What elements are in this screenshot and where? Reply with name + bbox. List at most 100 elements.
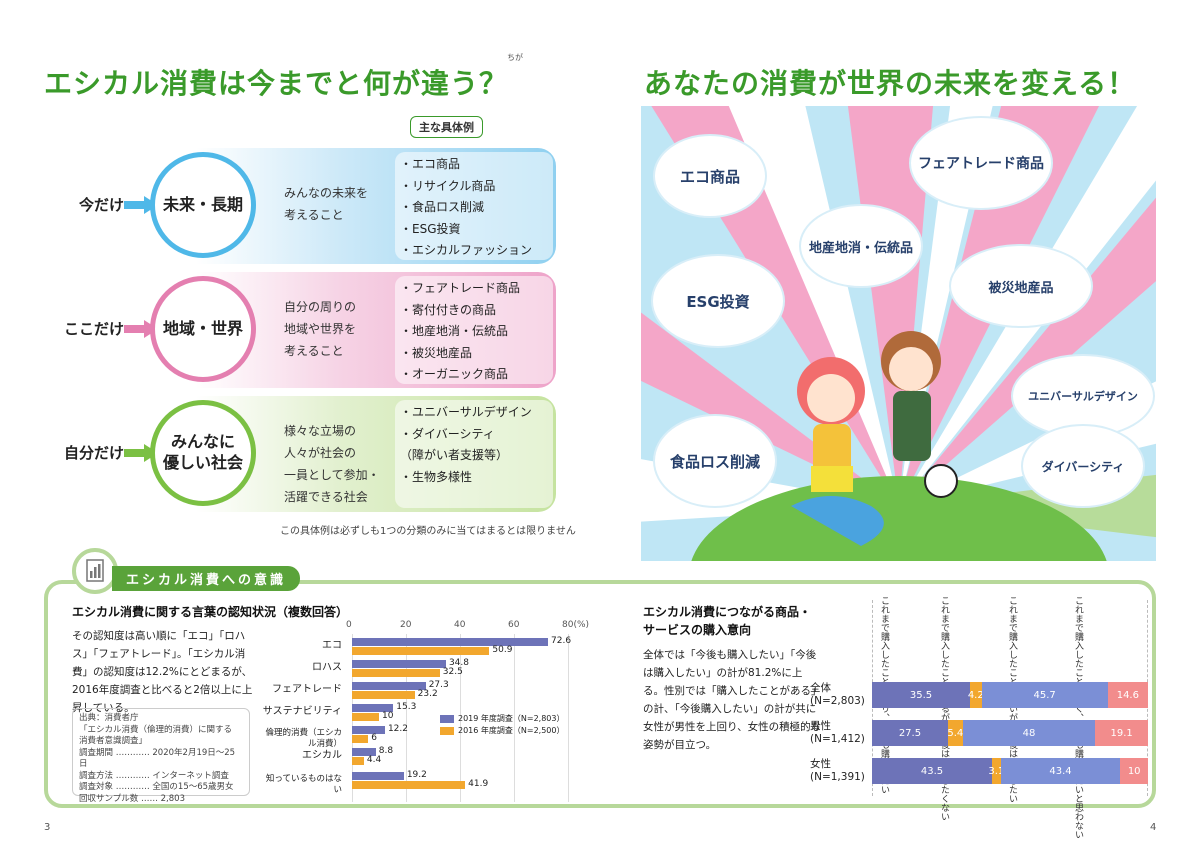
bar-2016 <box>352 713 379 721</box>
row-left-label: 自分だけ <box>63 444 124 462</box>
row-description: 自分の周りの 地域や世界を 考えること <box>284 300 357 358</box>
legend-label: 2019 年度調査（N=2,803） <box>458 714 565 723</box>
gridline <box>406 634 407 802</box>
gridline <box>460 634 461 802</box>
bar-2016 <box>352 691 415 699</box>
stacked-segment: 43.4 <box>1000 758 1121 784</box>
stacked-segment: 35.5 <box>872 682 970 708</box>
example-item: ・ダイバーシティ <box>400 426 495 441</box>
example-item: ・フェアトレード商品 <box>400 281 521 295</box>
category-label: フェアトレード <box>272 684 342 695</box>
bar-2019 <box>352 726 385 734</box>
purchase-intent-chart: これまで購入したことがあり、今後も購入したいこれまで購入したことはあるが、今後は… <box>810 596 1150 839</box>
stacked-segment: 3.1 <box>988 758 1004 784</box>
bar-value: 27.3 <box>428 680 449 690</box>
stacked-segment: 19.1 <box>1095 720 1148 746</box>
legend-swatch <box>440 715 454 723</box>
category-label: エシカル <box>302 750 342 761</box>
page-number-right: 4 <box>1150 822 1157 833</box>
example-item: ・エシカルファッション <box>400 243 533 257</box>
bar-value: 6 <box>371 733 377 743</box>
row-examples: ・エコ商品 ・リサイクル商品 ・食品ロス削減 ・ESG投資 ・エシカルファッション <box>400 154 532 262</box>
category-label: サステナビリティ <box>262 706 342 717</box>
chart1-title: エシカル消費に関する言葉の認知状況（複数回答） <box>72 605 349 619</box>
category-label: エコ <box>322 640 342 651</box>
stacked-segment: 10 <box>1120 758 1148 784</box>
bar-2016 <box>352 735 369 743</box>
examples-box <box>395 400 553 508</box>
example-item: ・エコ商品 <box>400 157 461 171</box>
bar-value: 34.8 <box>448 658 469 668</box>
example-item: ・オーガニック商品 <box>400 367 509 381</box>
bar-2016 <box>352 669 440 677</box>
illustration: エコ商品 フェアトレード商品 地産地消・伝統品 ESG投資 被災地産品 ユニバーサルデザイ… <box>641 106 1156 561</box>
row-circle: みんなに 優しい社会 <box>150 400 256 506</box>
bar-value: 10 <box>382 711 394 721</box>
section-title: エシカル消費への意識 <box>112 566 301 591</box>
group-label: 全体 (N=2,803) <box>810 682 865 707</box>
source-line: 調査方法 ………… インターネット調査 <box>79 770 229 781</box>
x-tick-label: 80(%) <box>562 620 590 630</box>
bar-2019 <box>352 682 426 690</box>
bar-value: 72.6 <box>551 636 572 646</box>
source-line: 調査期間 ………… 2020年2月19日～25日 <box>79 747 236 770</box>
example-item: ・生物多様性 <box>400 469 473 484</box>
chart1-source: 出典：消費者庁 「エシカル消費（倫理的消費）に関する 消費者意識調査」 調査期間… <box>72 708 250 804</box>
bar-2019 <box>352 748 376 756</box>
x-tick-label: 20 <box>400 620 412 630</box>
bar-value: 32.5 <box>442 667 463 677</box>
awareness-bar-chart: 0 20 40 60 80(%) エコ 72.6 50.9 ロハス 34.8 32.5 フェアトレード… <box>256 620 590 802</box>
row-circle: 未来・長期 <box>150 152 256 258</box>
bar-2019 <box>352 638 549 646</box>
stacked-segment: 45.7 <box>981 682 1108 708</box>
source-line: 「エシカル消費（倫理的消費）に関する <box>79 724 233 735</box>
bar-value: 23.2 <box>417 689 438 699</box>
gridline <box>568 634 569 802</box>
bar-value: 41.9 <box>468 779 489 789</box>
row-description: みんなの未来を 考えること <box>284 186 369 222</box>
example-item: ・被災地産品 <box>400 345 473 360</box>
arrow-right-icon <box>124 444 158 462</box>
left-title: エシカル消費は今までと何が違う？ <box>44 67 509 100</box>
right-title: あなたの消費が世界の未来を変える！ <box>644 67 1137 100</box>
source-line: 回収サンプル数 …… 2,803 <box>79 793 185 804</box>
bar-2019 <box>352 704 394 712</box>
cloud-label: エコ商品 <box>655 136 765 216</box>
category-label: ロハス <box>312 662 342 673</box>
source-line: 調査対象 ………… 全国の15～65歳男女 <box>79 782 234 792</box>
stacked-segment: 48 <box>962 720 1096 746</box>
source-line: 消費者意識調査」 <box>79 736 148 746</box>
bar-value: 8.8 <box>378 746 394 756</box>
cloud-label: フェアトレード商品 <box>911 118 1051 208</box>
classification-note: この具体例は必ずしも1つの分類のみに当てはまるとは限りません <box>280 526 576 537</box>
stacked-segment: 43.5 <box>872 758 993 784</box>
cloud-label: 食品ロス削減 <box>655 416 775 506</box>
example-item: （障がい者支援等） <box>400 448 509 462</box>
bar-2016 <box>352 757 364 765</box>
examples-tag: 主な具体例 <box>410 116 483 138</box>
row-description: 様々な立場の 人々が社会の 一員として参加・ 活躍できる社会 <box>284 424 380 504</box>
bar-2016 <box>352 647 490 655</box>
x-tick-label: 40 <box>454 620 466 630</box>
row-left-label: 今だけ <box>78 196 124 214</box>
bar-value: 12.2 <box>387 724 408 734</box>
bar-2019 <box>352 660 446 668</box>
title-ruby: ちが <box>507 53 523 62</box>
chart1-text: その認知度は高い順に「エコ」「ロハス」「フェアトレード」。「エシカル消費」の認知… <box>72 630 253 714</box>
x-tick-label: 0 <box>346 620 352 630</box>
example-item: ・ESG投資 <box>400 221 461 236</box>
cloud-label: 被災地産品 <box>951 246 1091 326</box>
stacked-segment: 5.4 <box>947 720 963 746</box>
row-examples: ・ユニバーサルデザイン ・ダイバーシティ （障がい者支援等） ・生物多様性 <box>400 402 532 488</box>
examples-box <box>395 152 553 260</box>
gridline <box>514 634 515 802</box>
arrow-right-icon <box>124 320 158 338</box>
cloud-label: ユニバーサルデザイン <box>1013 356 1153 436</box>
row-left-label: ここだけ <box>63 320 124 338</box>
example-item: ・寄付付きの商品 <box>400 302 497 317</box>
example-item: ・リサイクル商品 <box>400 178 496 193</box>
category-label: 知っているものはない <box>265 774 342 795</box>
arrow-right-icon <box>124 196 158 214</box>
page-number-left: 3 <box>44 822 51 833</box>
row-examples: ・フェアトレード商品 ・寄付付きの商品 ・地産地消・伝統品 ・被災地産品 ・オーガニック… <box>400 278 520 386</box>
